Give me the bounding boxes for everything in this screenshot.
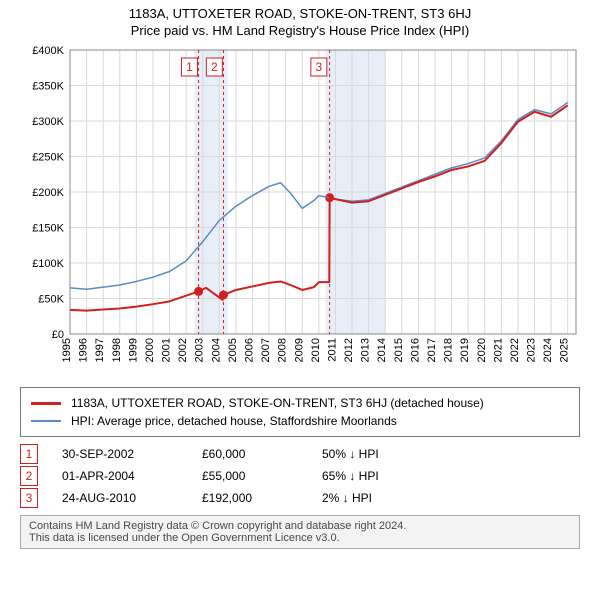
svg-text:2000: 2000 (144, 338, 156, 362)
legend-swatch (31, 420, 61, 422)
event-row: 3 24-AUG-2010£192,0002% ↓ HPI (20, 487, 580, 509)
event-note: 65% ↓ HPI (322, 469, 379, 483)
svg-text:1997: 1997 (94, 338, 106, 362)
legend-row: 1183A, UTTOXETER ROAD, STOKE-ON-TRENT, S… (31, 394, 569, 412)
svg-text:2001: 2001 (161, 338, 173, 362)
svg-text:3: 3 (316, 60, 323, 74)
event-price: £192,000 (202, 491, 322, 505)
svg-text:2007: 2007 (260, 338, 272, 362)
svg-text:£250K: £250K (32, 152, 64, 164)
svg-text:1996: 1996 (78, 338, 90, 362)
event-badge: 1 (20, 444, 38, 464)
svg-text:2006: 2006 (243, 338, 255, 362)
legend-label: HPI: Average price, detached house, Staf… (71, 414, 397, 428)
svg-text:£200K: £200K (32, 187, 64, 199)
svg-text:1999: 1999 (127, 338, 139, 362)
svg-text:2012: 2012 (343, 338, 355, 362)
svg-text:£300K: £300K (32, 116, 64, 128)
price-chart: 1995 1996 1997 1998 1999 2000 2001 2002 2003 2004… (20, 44, 580, 374)
event-note: 2% ↓ HPI (322, 491, 372, 505)
chart-container: 1995 1996 1997 1998 1999 2000 2001 2002 2003 2004… (20, 44, 580, 379)
svg-text:2009: 2009 (293, 338, 305, 362)
svg-text:1998: 1998 (111, 338, 123, 362)
event-date: 30-SEP-2002 (62, 447, 202, 461)
event-badge: 3 (20, 488, 38, 508)
svg-text:£50K: £50K (38, 294, 64, 306)
svg-text:2004: 2004 (210, 338, 222, 362)
title-line-2: Price paid vs. HM Land Registry's House … (0, 23, 600, 38)
footer-line-2: This data is licensed under the Open Gov… (29, 532, 571, 544)
legend-label: 1183A, UTTOXETER ROAD, STOKE-ON-TRENT, S… (71, 396, 484, 410)
svg-text:2017: 2017 (426, 338, 438, 362)
svg-text:2016: 2016 (409, 338, 421, 362)
footer: Contains HM Land Registry data © Crown c… (20, 515, 580, 549)
svg-text:2002: 2002 (177, 338, 189, 362)
event-date: 01-APR-2004 (62, 469, 202, 483)
svg-text:£350K: £350K (32, 81, 64, 93)
svg-text:2010: 2010 (310, 338, 322, 362)
events-table: 1 30-SEP-2002£60,00050% ↓ HPI 2 01-APR-2004… (20, 443, 580, 509)
svg-text:2008: 2008 (277, 338, 289, 362)
event-note: 50% ↓ HPI (322, 447, 379, 461)
svg-text:1995: 1995 (61, 338, 73, 362)
svg-text:£100K: £100K (32, 258, 64, 270)
svg-text:2014: 2014 (376, 338, 388, 362)
svg-text:2005: 2005 (227, 338, 239, 362)
svg-text:2022: 2022 (509, 338, 521, 362)
event-price: £55,000 (202, 469, 322, 483)
event-date: 24-AUG-2010 (62, 491, 202, 505)
event-badge: 2 (20, 466, 38, 486)
svg-text:2011: 2011 (326, 338, 338, 362)
svg-text:£0: £0 (52, 329, 64, 341)
title-line-1: 1183A, UTTOXETER ROAD, STOKE-ON-TRENT, S… (0, 6, 600, 21)
svg-text:2019: 2019 (459, 338, 471, 362)
svg-text:2: 2 (211, 60, 218, 74)
event-row: 1 30-SEP-2002£60,00050% ↓ HPI (20, 443, 580, 465)
svg-text:1: 1 (186, 60, 193, 74)
svg-text:2023: 2023 (526, 338, 538, 362)
event-price: £60,000 (202, 447, 322, 461)
footer-line-1: Contains HM Land Registry data © Crown c… (29, 520, 571, 532)
svg-text:2015: 2015 (393, 338, 405, 362)
svg-text:2020: 2020 (476, 338, 488, 362)
chart-titles: 1183A, UTTOXETER ROAD, STOKE-ON-TRENT, S… (0, 0, 600, 38)
svg-text:2025: 2025 (559, 338, 571, 362)
legend: 1183A, UTTOXETER ROAD, STOKE-ON-TRENT, S… (20, 387, 580, 437)
svg-text:2003: 2003 (194, 338, 206, 362)
svg-text:£150K: £150K (32, 223, 64, 235)
svg-text:2024: 2024 (542, 338, 554, 362)
svg-text:2013: 2013 (360, 338, 372, 362)
legend-row: HPI: Average price, detached house, Staf… (31, 412, 569, 430)
svg-text:2021: 2021 (492, 338, 504, 362)
svg-text:2018: 2018 (443, 338, 455, 362)
event-row: 2 01-APR-2004£55,00065% ↓ HPI (20, 465, 580, 487)
legend-swatch (31, 402, 61, 405)
svg-text:£400K: £400K (32, 45, 64, 57)
